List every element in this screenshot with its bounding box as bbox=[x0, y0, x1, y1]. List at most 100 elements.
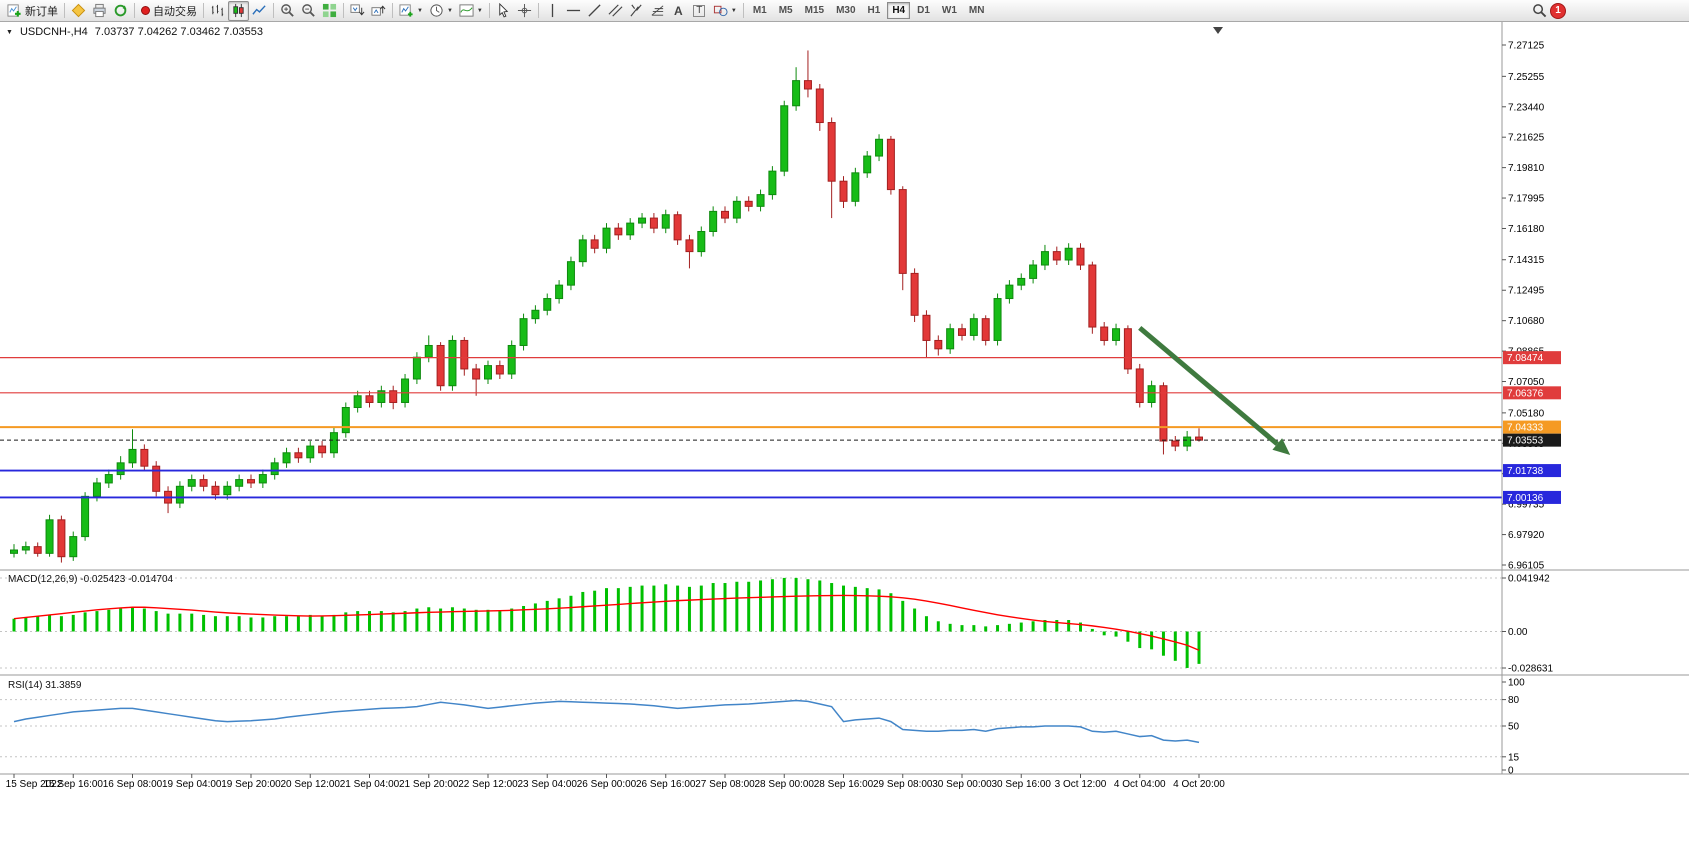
toolbar-separator bbox=[488, 3, 490, 18]
svg-text:7.12495: 7.12495 bbox=[1508, 286, 1545, 297]
svg-text:30 Sep 16:00: 30 Sep 16:00 bbox=[992, 779, 1052, 790]
shapes-button[interactable]: ▼ bbox=[710, 1, 740, 21]
new-order-button[interactable]: 新订单 bbox=[4, 1, 61, 21]
svg-text:3 Oct 12:00: 3 Oct 12:00 bbox=[1055, 779, 1107, 790]
svg-text:19 Sep 20:00: 19 Sep 20:00 bbox=[221, 779, 281, 790]
bar-chart-icon bbox=[211, 4, 224, 17]
text-label-button[interactable]: T bbox=[689, 1, 710, 21]
metaeditor-button[interactable] bbox=[68, 1, 89, 21]
chevron-down-icon: ▼ bbox=[730, 7, 737, 14]
cursor-button[interactable] bbox=[493, 1, 514, 21]
svg-text:7.10680: 7.10680 bbox=[1508, 316, 1545, 327]
print-icon bbox=[93, 3, 106, 18]
svg-text:26 Sep 00:00: 26 Sep 00:00 bbox=[577, 779, 637, 790]
svg-text:7.00136: 7.00136 bbox=[1507, 493, 1544, 504]
period-button[interactable]: ▼ bbox=[426, 1, 456, 21]
chart-symbol-period: USDCNH-,H4 bbox=[19, 26, 88, 38]
toolbar-separator bbox=[134, 3, 135, 18]
pitchfork-button[interactable] bbox=[626, 1, 647, 21]
toolbar-separator bbox=[203, 3, 204, 18]
chart-canvas[interactable]: 7.27125 7.25255 7.23440 7.21625 7.19810 7.179… bbox=[0, 22, 1689, 852]
svg-text:7.07050: 7.07050 bbox=[1508, 377, 1545, 388]
indicators-button[interactable]: ▼ bbox=[456, 1, 486, 21]
zoom-out-button[interactable] bbox=[298, 1, 319, 21]
svg-text:7.08474: 7.08474 bbox=[1507, 353, 1544, 364]
search-button[interactable] bbox=[1529, 1, 1550, 21]
svg-text:27 Sep 08:00: 27 Sep 08:00 bbox=[695, 779, 755, 790]
svg-text:0: 0 bbox=[1508, 766, 1514, 777]
fibonacci-button[interactable] bbox=[647, 1, 668, 21]
new-chart-icon bbox=[399, 4, 413, 17]
toolbar-separator bbox=[64, 3, 65, 18]
zoom-in-button[interactable] bbox=[277, 1, 298, 21]
svg-text:4 Oct 20:00: 4 Oct 20:00 bbox=[1173, 779, 1225, 790]
crosshair-icon bbox=[517, 3, 531, 18]
line-chart-button[interactable] bbox=[249, 1, 270, 21]
print-button[interactable] bbox=[89, 1, 110, 21]
vertical-line-button[interactable] bbox=[542, 1, 563, 21]
arrange-down-icon bbox=[350, 4, 365, 16]
chevron-down-icon: ▼ bbox=[476, 7, 483, 14]
svg-text:26 Sep 16:00: 26 Sep 16:00 bbox=[636, 779, 696, 790]
timeframe-m1-button[interactable]: M1 bbox=[748, 2, 772, 19]
svg-text:80: 80 bbox=[1508, 695, 1520, 706]
timeframe-d1-button[interactable]: D1 bbox=[912, 2, 935, 19]
svg-text:20 Sep 12:00: 20 Sep 12:00 bbox=[281, 779, 341, 790]
zoom-out-icon bbox=[302, 4, 315, 17]
bar-chart-button[interactable] bbox=[207, 1, 228, 21]
tile-windows-button[interactable] bbox=[319, 1, 340, 21]
candlestick-chart-button[interactable] bbox=[228, 0, 249, 21]
timeframe-m5-button[interactable]: M5 bbox=[774, 2, 798, 19]
chevron-down-icon: ▼ bbox=[446, 7, 453, 14]
timeframe-toolbar: M1 M5 M15 M30 H1 H4 D1 W1 MN bbox=[747, 2, 991, 19]
toolbar-separator bbox=[392, 3, 393, 18]
svg-text:0.00: 0.00 bbox=[1508, 627, 1528, 638]
timeframe-h1-button[interactable]: H1 bbox=[863, 2, 886, 19]
chart-ohlc: 7.03737 7.04262 7.03462 7.03553 bbox=[94, 26, 263, 38]
channel-button[interactable] bbox=[605, 1, 626, 21]
svg-text:7.27125: 7.27125 bbox=[1508, 41, 1545, 52]
arrange-charts-button[interactable] bbox=[347, 1, 368, 21]
refresh-icon bbox=[114, 4, 127, 17]
refresh-button[interactable] bbox=[110, 1, 131, 21]
indicators-icon bbox=[459, 4, 474, 17]
svg-text:-0.028631: -0.028631 bbox=[1508, 664, 1553, 675]
timeframe-mn-button[interactable]: MN bbox=[964, 2, 990, 19]
clock-icon bbox=[430, 4, 443, 17]
svg-text:7.04333: 7.04333 bbox=[1507, 423, 1544, 434]
timeframe-m30-button[interactable]: M30 bbox=[831, 2, 860, 19]
fibonacci-icon bbox=[651, 5, 664, 16]
svg-text:7.05180: 7.05180 bbox=[1508, 408, 1545, 419]
crosshair-button[interactable] bbox=[514, 1, 535, 21]
new-chart-button[interactable]: ▼ bbox=[396, 1, 426, 21]
auto-arrange-button[interactable] bbox=[368, 1, 389, 21]
channel-icon bbox=[608, 4, 623, 17]
autotrade-label: 自动交易 bbox=[153, 5, 197, 18]
horizontal-line-icon bbox=[566, 9, 580, 12]
symbol-dropdown-icon[interactable]: ▼ bbox=[6, 28, 13, 36]
notification-badge[interactable]: 1 bbox=[1550, 2, 1566, 19]
arrange-up-icon bbox=[371, 5, 386, 16]
text-tool-icon: A bbox=[674, 3, 683, 18]
timeframe-m15-button[interactable]: M15 bbox=[800, 2, 829, 19]
svg-text:7.01738: 7.01738 bbox=[1507, 466, 1544, 477]
timeframe-h4-button[interactable]: H4 bbox=[887, 2, 911, 19]
svg-text:21 Sep 20:00: 21 Sep 20:00 bbox=[399, 779, 459, 790]
svg-text:7.03553: 7.03553 bbox=[1507, 436, 1544, 447]
horizontal-line-button[interactable] bbox=[563, 1, 584, 21]
cursor-icon bbox=[499, 3, 509, 18]
text-button[interactable]: A bbox=[668, 1, 689, 21]
metaeditor-icon bbox=[71, 3, 86, 18]
trendline-button[interactable] bbox=[584, 1, 605, 21]
svg-text:7.06376: 7.06376 bbox=[1507, 388, 1544, 399]
chevron-down-icon: ▼ bbox=[417, 7, 423, 14]
svg-text:30 Sep 00:00: 30 Sep 00:00 bbox=[932, 779, 992, 790]
pitchfork-icon bbox=[630, 4, 642, 17]
svg-text:15 Sep 2022: 15 Sep 2022 bbox=[6, 779, 63, 790]
autotrade-button[interactable]: 自动交易 bbox=[138, 1, 200, 21]
rsi-indicator-label: RSI(14) 31.3859 bbox=[8, 680, 82, 691]
svg-text:28 Sep 16:00: 28 Sep 16:00 bbox=[814, 779, 874, 790]
timeframe-w1-button[interactable]: W1 bbox=[937, 2, 962, 19]
svg-text:15 Sep 16:00: 15 Sep 16:00 bbox=[44, 779, 104, 790]
main-toolbar: 新订单 自动交易 ▼ bbox=[0, 0, 1689, 22]
